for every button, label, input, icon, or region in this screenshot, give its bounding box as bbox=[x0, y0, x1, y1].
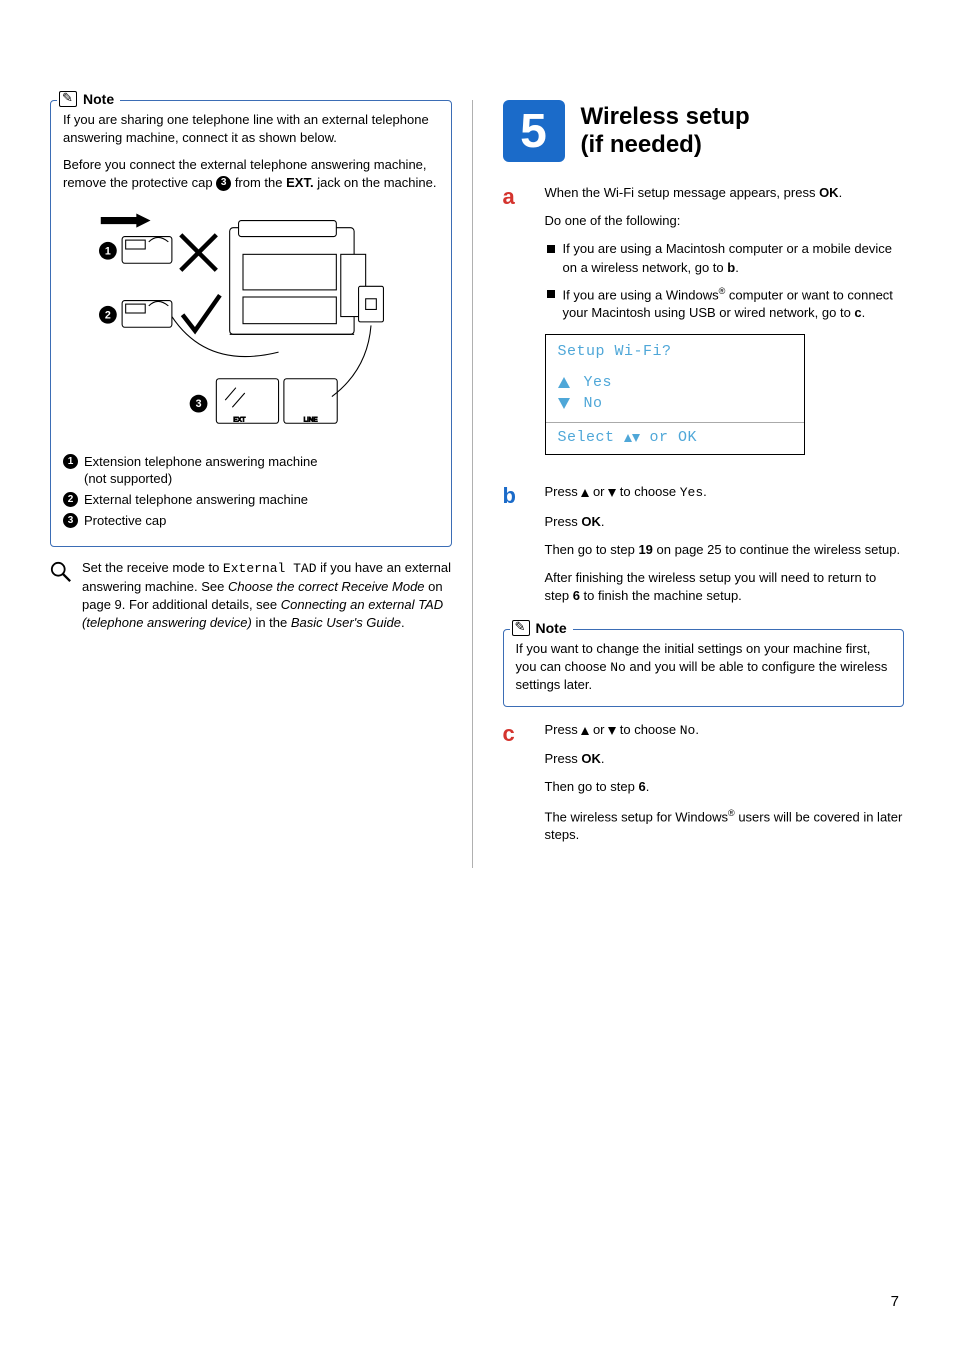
callout-2: 2 bbox=[63, 492, 78, 507]
note-p1: If you are sharing one telephone line wi… bbox=[63, 111, 439, 146]
two-column-layout: Note If you are sharing one telephone li… bbox=[50, 100, 904, 868]
legend-3: 3 Protective cap bbox=[63, 513, 439, 530]
b-p3: Then go to step 19 on page 25 to continu… bbox=[545, 541, 905, 559]
c-p4: The wireless setup for Windows® users wi… bbox=[545, 807, 905, 845]
a-p2: Do one of the following: bbox=[545, 212, 905, 230]
substep-letter-a: a bbox=[503, 186, 527, 208]
c-p2: Press OK. bbox=[545, 750, 905, 768]
a-bullets: If you are using a Macintosh computer or… bbox=[547, 240, 905, 322]
connection-diagram: 1 bbox=[63, 201, 439, 444]
callout-3: 3 bbox=[63, 513, 78, 528]
note-title: Note bbox=[83, 91, 114, 107]
callout-3-inline: 3 bbox=[216, 176, 231, 191]
triangle-up-icon bbox=[558, 377, 570, 388]
step-header: 5 Wireless setup (if needed) bbox=[503, 100, 905, 162]
b-p1: Press or to choose Yes. bbox=[545, 483, 905, 502]
svg-text:2: 2 bbox=[105, 310, 111, 322]
note-box-top: Note If you are sharing one telephone li… bbox=[50, 100, 452, 547]
tip-text: Set the receive mode to External TAD if … bbox=[82, 559, 452, 633]
substep-a: a When the Wi-Fi setup message appears, … bbox=[503, 184, 905, 469]
page-number: 7 bbox=[891, 1293, 899, 1310]
callout-1: 1 bbox=[63, 454, 78, 469]
substep-letter-b: b bbox=[503, 485, 527, 507]
note-header: Note bbox=[57, 91, 120, 107]
substep-c: c Press or to choose No. Press OK. Then … bbox=[503, 721, 905, 854]
triangle-down-icon bbox=[608, 489, 616, 497]
lcd-yes: Yes bbox=[584, 374, 613, 391]
triangle-up-icon bbox=[624, 434, 632, 442]
magnifier-icon bbox=[50, 561, 72, 583]
right-column: 5 Wireless setup (if needed) a When the … bbox=[503, 100, 905, 868]
a-bullet-2: If you are using a Windows® computer or … bbox=[547, 285, 905, 323]
svg-text:3: 3 bbox=[196, 398, 202, 410]
triangle-down-icon bbox=[632, 434, 640, 442]
square-bullet-icon bbox=[547, 290, 555, 298]
a-bullet-1: If you are using a Macintosh computer or… bbox=[547, 240, 905, 276]
note-header: Note bbox=[510, 620, 573, 636]
svg-text:LINE: LINE bbox=[304, 417, 318, 424]
c-p3: Then go to step 6. bbox=[545, 778, 905, 796]
lcd-title: Setup Wi-Fi? bbox=[558, 343, 792, 360]
c-p1: Press or to choose No. bbox=[545, 721, 905, 740]
legend-1: 1 Extension telephone answering machine … bbox=[63, 454, 439, 488]
left-column: Note If you are sharing one telephone li… bbox=[50, 100, 473, 868]
square-bullet-icon bbox=[547, 245, 555, 253]
b-p4: After finishing the wireless setup you w… bbox=[545, 569, 905, 605]
step-title: Wireless setup (if needed) bbox=[581, 103, 750, 158]
lcd-no: No bbox=[584, 395, 603, 412]
b-p2: Press OK. bbox=[545, 513, 905, 531]
note-p2: Before you connect the external telephon… bbox=[63, 156, 439, 191]
pencil-icon bbox=[512, 620, 530, 636]
svg-text:EXT: EXT bbox=[233, 417, 245, 424]
legend-2: 2 External telephone answering machine bbox=[63, 492, 439, 509]
svg-text:1: 1 bbox=[105, 246, 111, 258]
tip-row: Set the receive mode to External TAD if … bbox=[50, 559, 452, 633]
lcd-display: Setup Wi-Fi? Yes No Select or OK bbox=[545, 334, 805, 455]
note-box-right: Note If you want to change the initial s… bbox=[503, 629, 905, 707]
step-number-badge: 5 bbox=[503, 100, 565, 162]
substep-letter-c: c bbox=[503, 723, 527, 745]
triangle-down-icon bbox=[608, 727, 616, 735]
a-p1: When the Wi-Fi setup message appears, pr… bbox=[545, 184, 905, 202]
pencil-icon bbox=[59, 91, 77, 107]
triangle-down-icon bbox=[558, 398, 570, 409]
substep-b: b Press or to choose Yes. Press OK. Then… bbox=[503, 483, 905, 615]
note-right-text: If you want to change the initial settin… bbox=[516, 640, 892, 694]
note-title: Note bbox=[536, 620, 567, 636]
